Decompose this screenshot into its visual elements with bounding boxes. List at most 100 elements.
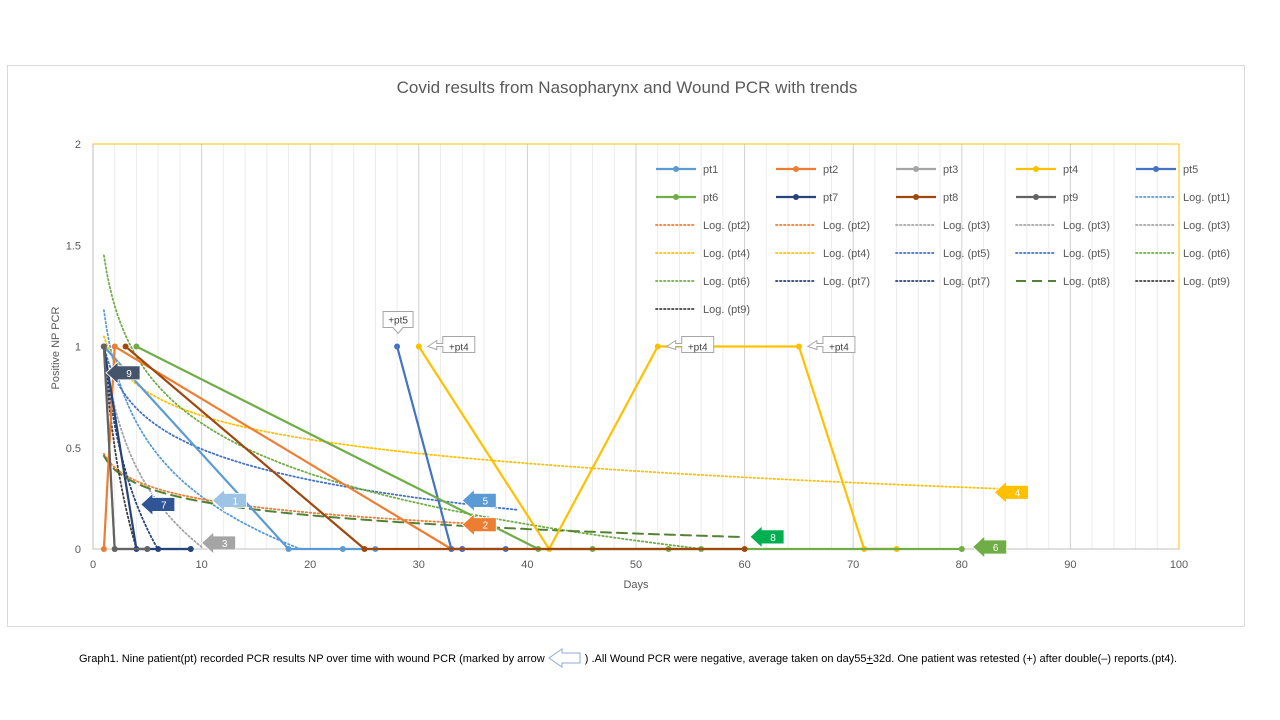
x-tick-label: 80 [956, 559, 968, 571]
trendline-pt5 [103, 345, 518, 511]
legend-entry: pt1 [703, 164, 718, 176]
point-pt6 [133, 343, 140, 350]
series-line-pt8 [124, 345, 745, 551]
legend-entry: Log. (pt7) [943, 276, 990, 288]
wound-pcr-arrow-icon [201, 531, 236, 555]
wound-pcr-arrow-label: 7 [161, 500, 167, 511]
chart-title: Covid results from Nasopharynx and Wound… [397, 78, 858, 97]
wound-pcr-arrow-icon [140, 492, 176, 517]
point-pt1 [285, 546, 292, 552]
legend-entry: Log. (pt9) [1183, 276, 1230, 288]
wound-pcr-arrow-icon [993, 480, 1029, 505]
legend-marker [793, 166, 799, 172]
y-tick-label: 1.5 [66, 240, 81, 252]
legend-entry: Log. (pt9) [703, 304, 750, 316]
annotation-label: +pt5 [388, 316, 408, 327]
point-pt7 [187, 546, 194, 552]
wound-pcr-arrow-icon [105, 360, 141, 385]
legend-marker [1033, 166, 1039, 172]
legend: pt1 pt2 pt3 pt4 pt5 pt6 pt7 pt8 pt9 Log. (pt1) Log… [655, 164, 1230, 316]
wound-pcr-arrow-label: 8 [770, 533, 776, 544]
legend-marker [1033, 194, 1039, 200]
legend-entry: Log. (pt4) [703, 248, 750, 260]
series-line-pt1 [103, 345, 376, 551]
wound-pcr-arrow-label: 3 [222, 539, 228, 550]
legend-entry: Log. (pt5) [943, 248, 990, 260]
chart-svg: Covid results from Nasopharynx and Wound… [50, 78, 1230, 591]
annotation-callout [665, 336, 715, 353]
x-tick-label: 90 [1064, 559, 1076, 571]
annotation-callout [382, 311, 414, 335]
legend-entry: pt2 [823, 164, 838, 176]
point-pt6 [958, 546, 965, 552]
wound-pcr-arrows: 1 2 3 4 5 6 7 8 9 [105, 360, 1029, 559]
wound-pcr-arrow-label: 9 [126, 369, 132, 380]
wound-pcr-arrow-label: 2 [482, 521, 488, 532]
point-pt9 [111, 546, 118, 552]
y-tick-label: 0.5 [66, 443, 81, 455]
legend-marker [793, 194, 799, 200]
point-pt8 [361, 546, 368, 552]
x-tick-label: 50 [630, 559, 642, 571]
legend-entry: pt9 [1063, 192, 1078, 204]
legend-entry: pt4 [1063, 164, 1078, 176]
legend-marker [673, 194, 679, 200]
x-axis-label: Days [623, 579, 649, 591]
trendline-pt8 [102, 454, 746, 539]
legend-marker [913, 166, 919, 172]
legend-entry: Log. (pt4) [823, 248, 870, 260]
point-pt2 [100, 546, 107, 552]
legend-entry: pt8 [943, 192, 958, 204]
trendline-pt9 [103, 345, 138, 550]
x-tick-label: 30 [413, 559, 425, 571]
legend-entry: Log. (pt2) [823, 220, 870, 232]
legend-entry: Log. (pt6) [703, 276, 750, 288]
annotation-label: +pt4 [829, 343, 849, 354]
series-line-pt2 [102, 344, 463, 551]
legend-entry: pt6 [703, 192, 718, 204]
trendlines [102, 254, 1007, 550]
wound-pcr-arrow-label: 1 [233, 496, 239, 507]
legend-entry: Log. (pt7) [823, 276, 870, 288]
legend-entry: pt7 [823, 192, 838, 204]
point-pt8 [122, 343, 129, 350]
chart-area: Covid results from Nasopharynx and Wound… [7, 65, 1245, 627]
legend-entry: Log. (pt1) [1183, 192, 1230, 204]
tick-labels: 0 10 20 30 40 50 60 70 80 90 100 0 0.5 1 1.5 2 [66, 139, 1188, 571]
legend-entry: Log. (pt6) [1183, 248, 1230, 260]
legend-marker [673, 166, 679, 172]
annotations: +pt5 +pt4 +pt4 +pt4 [382, 311, 856, 354]
legend-marker [1153, 166, 1159, 172]
wound-pcr-arrow-icon [211, 488, 247, 513]
point-pt9 [144, 546, 151, 552]
wound-pcr-arrow-icon [461, 512, 497, 537]
x-tick-label: 40 [521, 559, 533, 571]
x-tick-label: 70 [847, 559, 859, 571]
caption-arrow-icon [547, 648, 581, 669]
trendline-pt6 [103, 254, 703, 550]
point-pt9 [100, 343, 107, 350]
point-pt7 [155, 546, 162, 552]
point-pt4 [654, 343, 661, 350]
caption-part2: ) .All Wound PCR were negative, average … [584, 653, 867, 665]
wound-pcr-arrow-label: 5 [482, 496, 488, 507]
annotation-callout [806, 336, 856, 353]
trendline-pt2 [103, 452, 485, 526]
x-tick-label: 10 [195, 559, 207, 571]
legend-marker [913, 194, 919, 200]
x-tick-label: 60 [738, 559, 750, 571]
annotation-label: +pt4 [449, 343, 469, 354]
wound-pcr-arrow-icon [972, 535, 1008, 559]
trendline-pt7 [103, 345, 160, 550]
point-pt5 [394, 343, 401, 350]
caption-part1: Graph1. Nine patient(pt) recorded PCR re… [79, 653, 545, 665]
trendline-pt4 [103, 335, 1007, 490]
x-tick-label: 20 [304, 559, 316, 571]
data-series [100, 343, 965, 552]
annotation-callout [426, 336, 476, 353]
wound-pcr-arrow-label: 6 [993, 543, 999, 554]
x-tick-label: 0 [90, 559, 96, 571]
x-tick-label: 100 [1170, 559, 1188, 571]
point-pt4 [795, 343, 802, 350]
y-axis-label: Positive NP PCR [50, 306, 62, 389]
